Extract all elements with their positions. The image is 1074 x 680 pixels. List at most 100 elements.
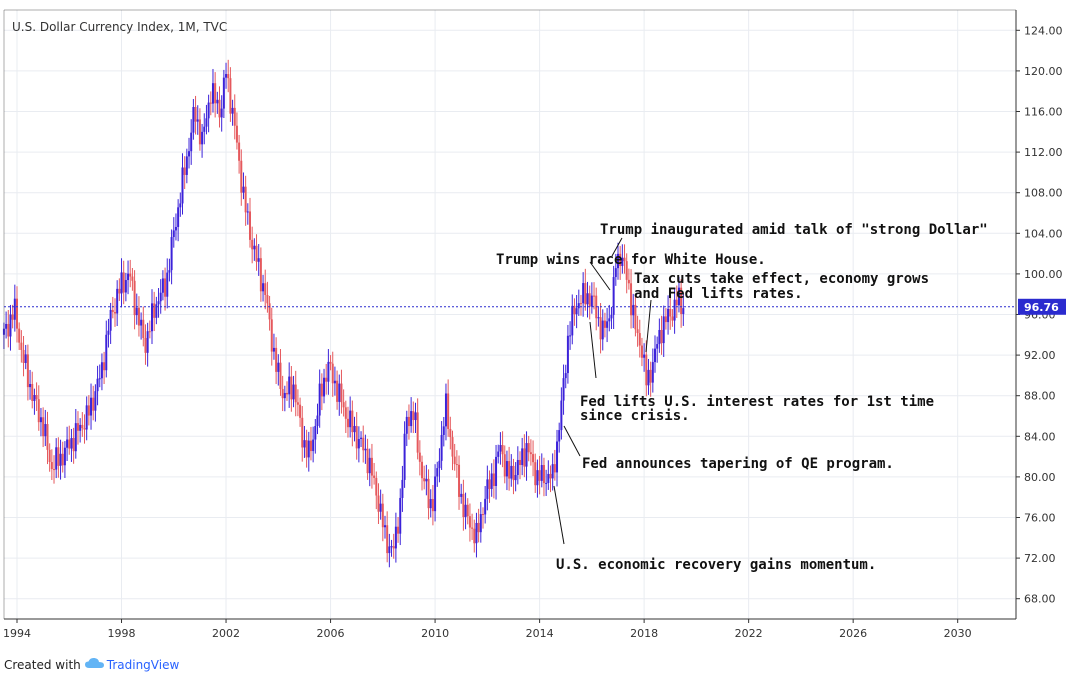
- candle-body: [153, 303, 156, 318]
- candle-body: [50, 462, 53, 470]
- candle-body: [244, 186, 247, 213]
- candle-body: [616, 253, 619, 269]
- candle-body: [475, 522, 478, 544]
- x-tick-label: 2014: [526, 627, 554, 640]
- candle-body: [329, 361, 332, 364]
- candle-body: [468, 516, 471, 528]
- candle-body: [301, 417, 304, 448]
- candle-body: [394, 526, 397, 549]
- candle-body: [218, 99, 221, 118]
- candle-body: [351, 410, 354, 433]
- candle-body: [292, 384, 295, 400]
- candle-body: [342, 402, 345, 408]
- candle-body: [227, 74, 230, 79]
- candle-body: [353, 425, 356, 433]
- tradingview-link[interactable]: TradingView: [106, 657, 180, 672]
- candle-body: [340, 383, 343, 403]
- candle-body: [222, 77, 225, 109]
- candle-body: [625, 261, 628, 280]
- candle-body: [682, 308, 685, 315]
- candle-body: [196, 119, 199, 122]
- candle-body: [144, 337, 147, 353]
- candle-body: [68, 439, 71, 449]
- candle-body: [392, 546, 395, 549]
- candle-body: [671, 316, 674, 321]
- candle-body: [55, 447, 58, 470]
- candle-body: [601, 320, 604, 340]
- candle-body: [381, 503, 384, 528]
- candle-body: [634, 304, 637, 330]
- candle-body: [183, 167, 186, 175]
- candle-body: [453, 456, 456, 465]
- candle-body: [240, 160, 243, 193]
- candle-body: [573, 305, 576, 315]
- candle-body: [168, 270, 171, 273]
- candle-body: [505, 461, 508, 477]
- candle-body: [170, 237, 173, 271]
- candle-body: [299, 404, 302, 418]
- candle-body: [220, 108, 223, 118]
- candle-body: [423, 478, 426, 482]
- candle-body: [455, 464, 458, 466]
- candle-body: [11, 314, 14, 320]
- candle-body: [16, 298, 18, 329]
- candle-body: [640, 345, 643, 358]
- y-tick-label: 72.00: [1024, 552, 1056, 565]
- candle-body: [636, 329, 639, 334]
- candle-body: [157, 301, 160, 305]
- candle-body: [414, 412, 417, 421]
- last-price-label: 96.76: [1024, 301, 1059, 314]
- candle-body: [538, 470, 541, 481]
- candle-body: [532, 454, 535, 463]
- annotation-tapering: Fed announces tapering of QE program.: [563, 425, 894, 472]
- candle-body: [59, 453, 62, 466]
- candle-body: [85, 405, 88, 430]
- candle-body: [327, 361, 330, 382]
- candle-body: [410, 411, 413, 427]
- x-tick-label: 1998: [108, 627, 136, 640]
- candle-body: [603, 320, 606, 328]
- candle-body: [458, 464, 461, 497]
- candle-body: [198, 119, 201, 145]
- x-tick-label: 2022: [735, 627, 763, 640]
- candle-body: [436, 468, 439, 477]
- candle-body: [314, 425, 317, 440]
- candle-body: [303, 440, 306, 448]
- candle-body: [305, 440, 308, 458]
- candle-body: [229, 78, 232, 114]
- candle-body: [275, 347, 278, 372]
- candle-body: [111, 309, 114, 313]
- candle-body: [516, 459, 519, 476]
- candle-body: [325, 377, 328, 382]
- candle-body: [116, 288, 119, 314]
- candle-body: [357, 438, 360, 449]
- candle-body: [675, 299, 678, 306]
- candle-body: [192, 107, 195, 133]
- candle-body: [279, 362, 282, 389]
- candle-body: [109, 309, 112, 331]
- leader-strong-dollar: [611, 237, 623, 257]
- candle-body: [427, 478, 430, 509]
- candle-body: [610, 314, 613, 319]
- candle-body: [33, 395, 36, 401]
- candle-body: [529, 452, 532, 455]
- candle-body: [290, 376, 293, 400]
- x-tick-label: 2010: [421, 627, 449, 640]
- candle-body: [46, 424, 49, 450]
- candle-body: [349, 410, 352, 428]
- candle-body: [444, 393, 447, 427]
- candle-body: [70, 438, 73, 449]
- candle-body: [442, 426, 445, 435]
- candle-body: [346, 418, 349, 428]
- candle-body: [418, 452, 421, 462]
- leader-tax-cuts: [645, 299, 652, 353]
- candle-body: [179, 203, 182, 208]
- candle-body: [57, 447, 60, 466]
- annotation-strong-dollar: Trump inaugurated amid talk of "strong D…: [600, 222, 988, 257]
- y-tick-labels: 124.00 120.00 116.00 112.00 108.00 104.00 100.…: [1016, 24, 1063, 606]
- candle-body: [571, 305, 574, 336]
- candle-body: [266, 295, 269, 304]
- candle-body: [473, 528, 476, 544]
- candle-body: [569, 335, 572, 337]
- candle-body: [323, 377, 326, 397]
